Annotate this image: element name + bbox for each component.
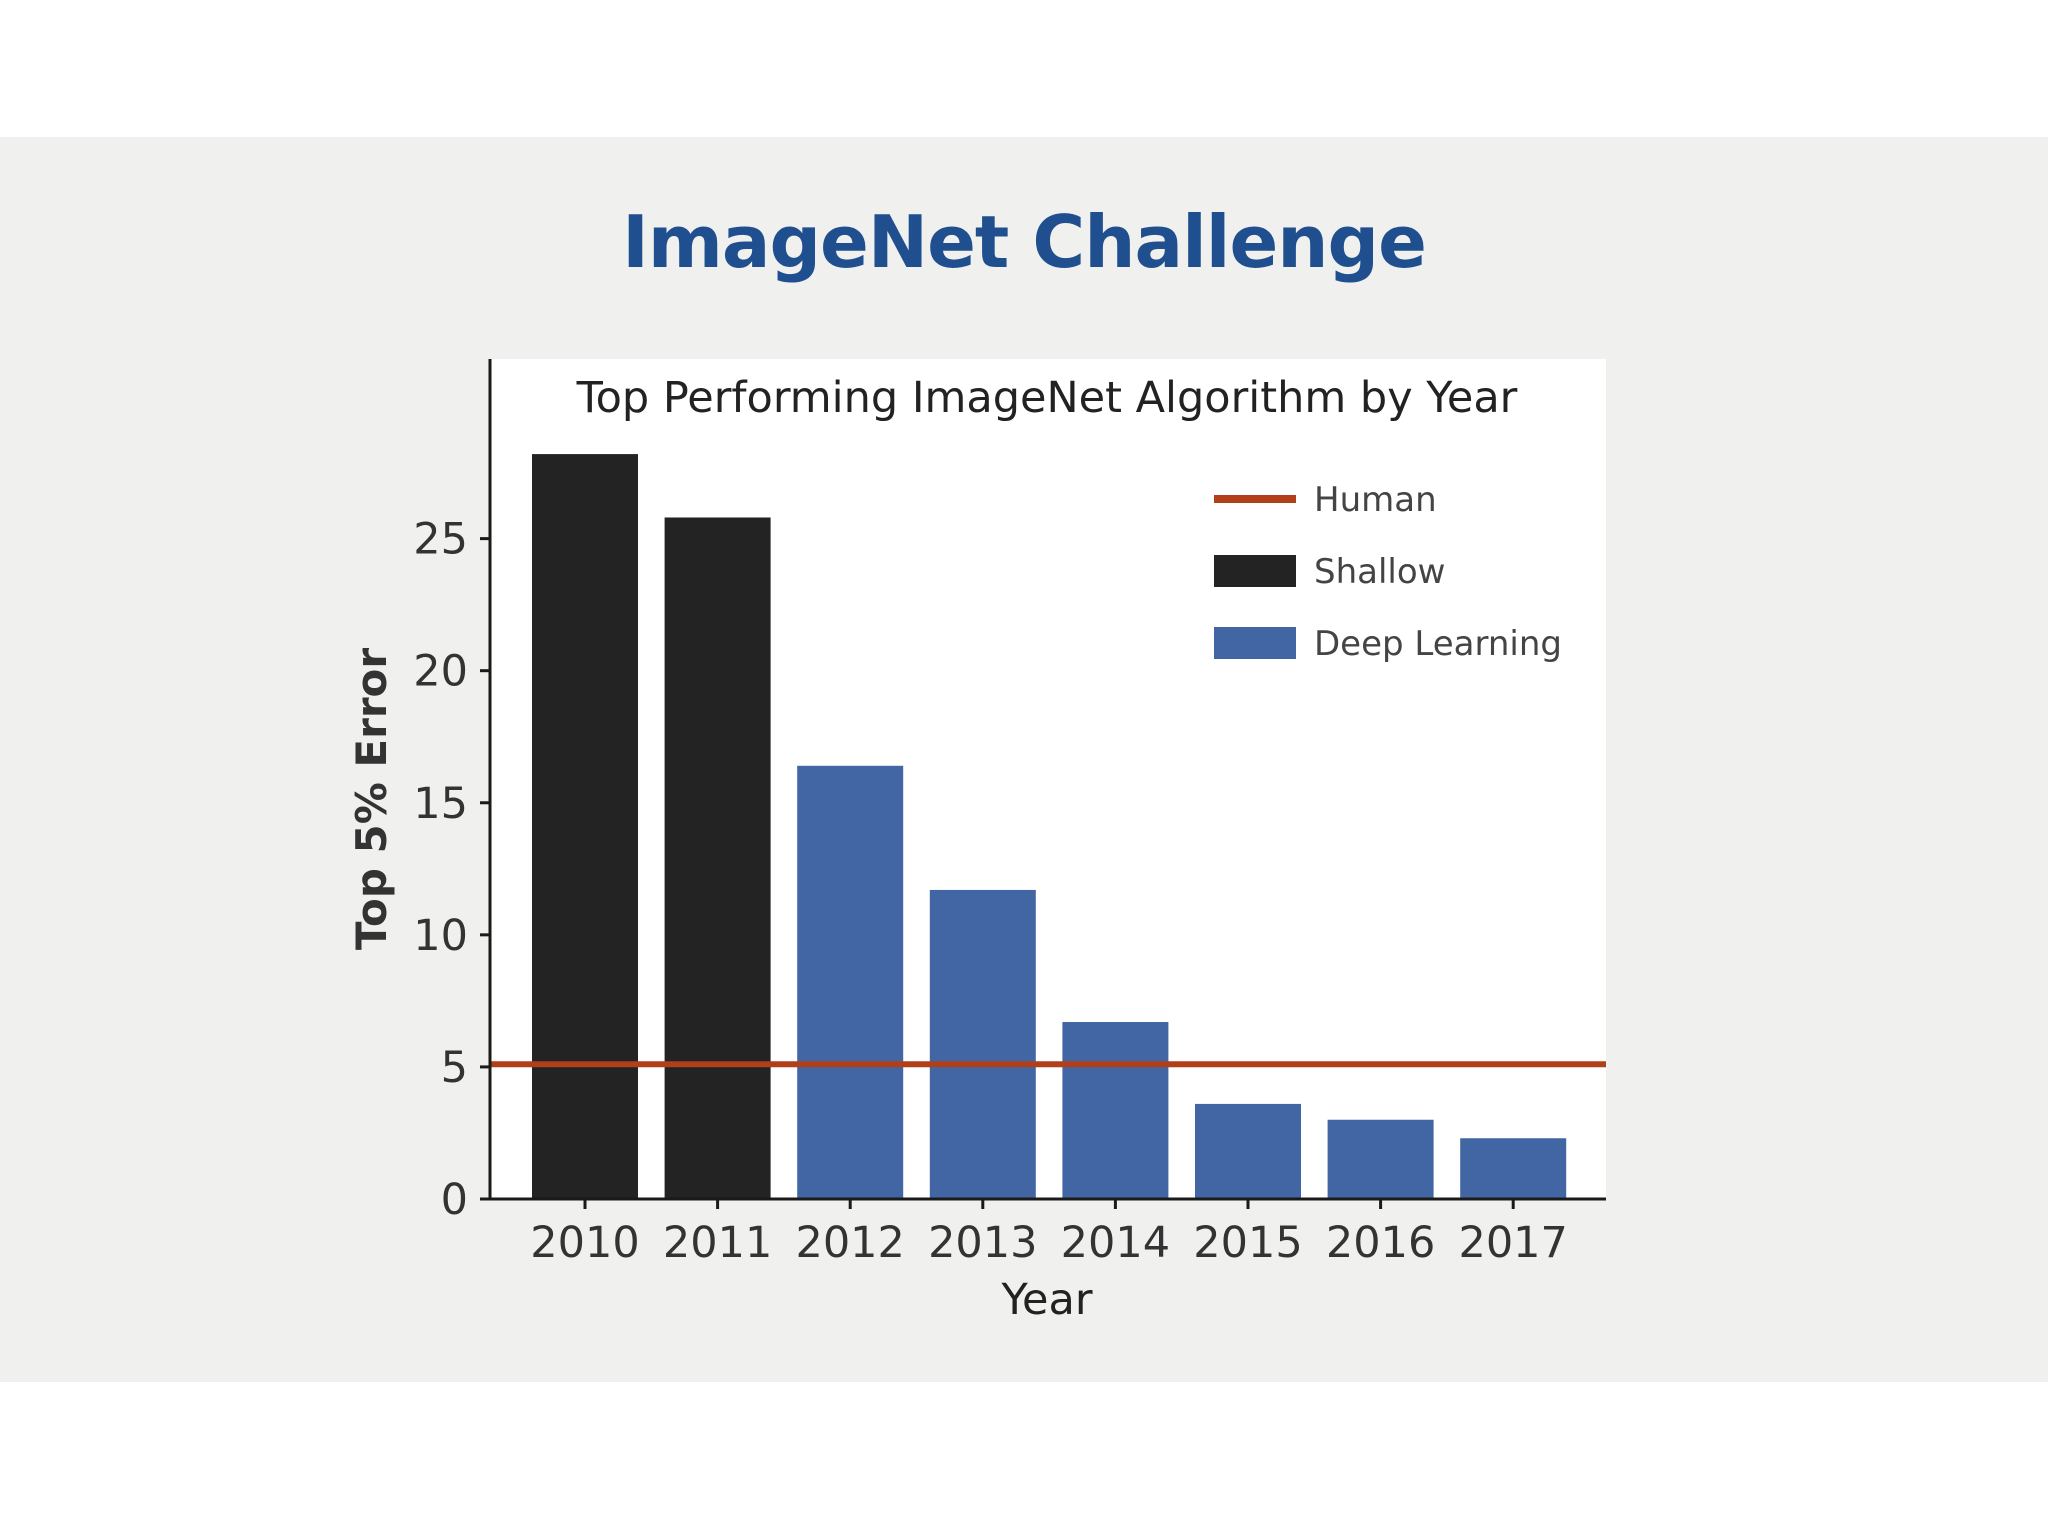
x-tick-label: 2015 xyxy=(1193,1218,1302,1268)
legend-swatch-human xyxy=(1214,495,1296,503)
y-ticks: 0 5 10 15 20 25 xyxy=(413,515,490,1225)
x-tick-label: 2012 xyxy=(795,1218,904,1268)
bar-2015 xyxy=(1195,1103,1301,1199)
legend-label: Shallow xyxy=(1314,552,1445,592)
y-tick-label: 25 xyxy=(413,515,468,565)
x-tick-label: 2013 xyxy=(928,1218,1037,1268)
bar-2011 xyxy=(664,517,771,1199)
y-tick-label: 10 xyxy=(413,911,468,961)
x-tick-label: 2017 xyxy=(1458,1218,1567,1268)
x-ticks: 2010 2011 2012 2013 2014 2015 2016 2017 xyxy=(530,1199,1568,1268)
chart-title: Top Performing ImageNet Algorithm by Yea… xyxy=(576,373,1518,423)
bar-2010 xyxy=(532,454,638,1199)
legend-swatch-deep-learning xyxy=(1214,627,1296,659)
bar-2016 xyxy=(1327,1119,1434,1199)
bar-2013 xyxy=(929,889,1036,1199)
slide-title: ImageNet Challenge xyxy=(622,200,1427,284)
y-tick-label: 0 xyxy=(441,1175,468,1225)
bars xyxy=(532,454,1567,1199)
bar-2012 xyxy=(797,765,904,1199)
y-axis-label: Top 5% Error xyxy=(347,648,396,951)
legend-swatch-shallow xyxy=(1214,555,1296,587)
x-tick-label: 2010 xyxy=(530,1218,639,1268)
bar-2017 xyxy=(1460,1138,1567,1199)
y-tick-label: 15 xyxy=(413,779,468,829)
x-tick-label: 2014 xyxy=(1061,1218,1170,1268)
x-axis-label: Year xyxy=(1000,1275,1092,1325)
legend-label: Deep Learning xyxy=(1314,624,1562,664)
y-tick-label: 20 xyxy=(413,647,468,697)
bar-2014 xyxy=(1062,1022,1169,1199)
legend: Human Shallow Deep Learning xyxy=(1214,480,1562,664)
x-tick-label: 2016 xyxy=(1326,1218,1435,1268)
y-tick-label: 5 xyxy=(441,1043,468,1093)
plot-background xyxy=(490,359,1606,1199)
x-tick-label: 2011 xyxy=(663,1218,772,1268)
legend-label: Human xyxy=(1314,480,1437,520)
